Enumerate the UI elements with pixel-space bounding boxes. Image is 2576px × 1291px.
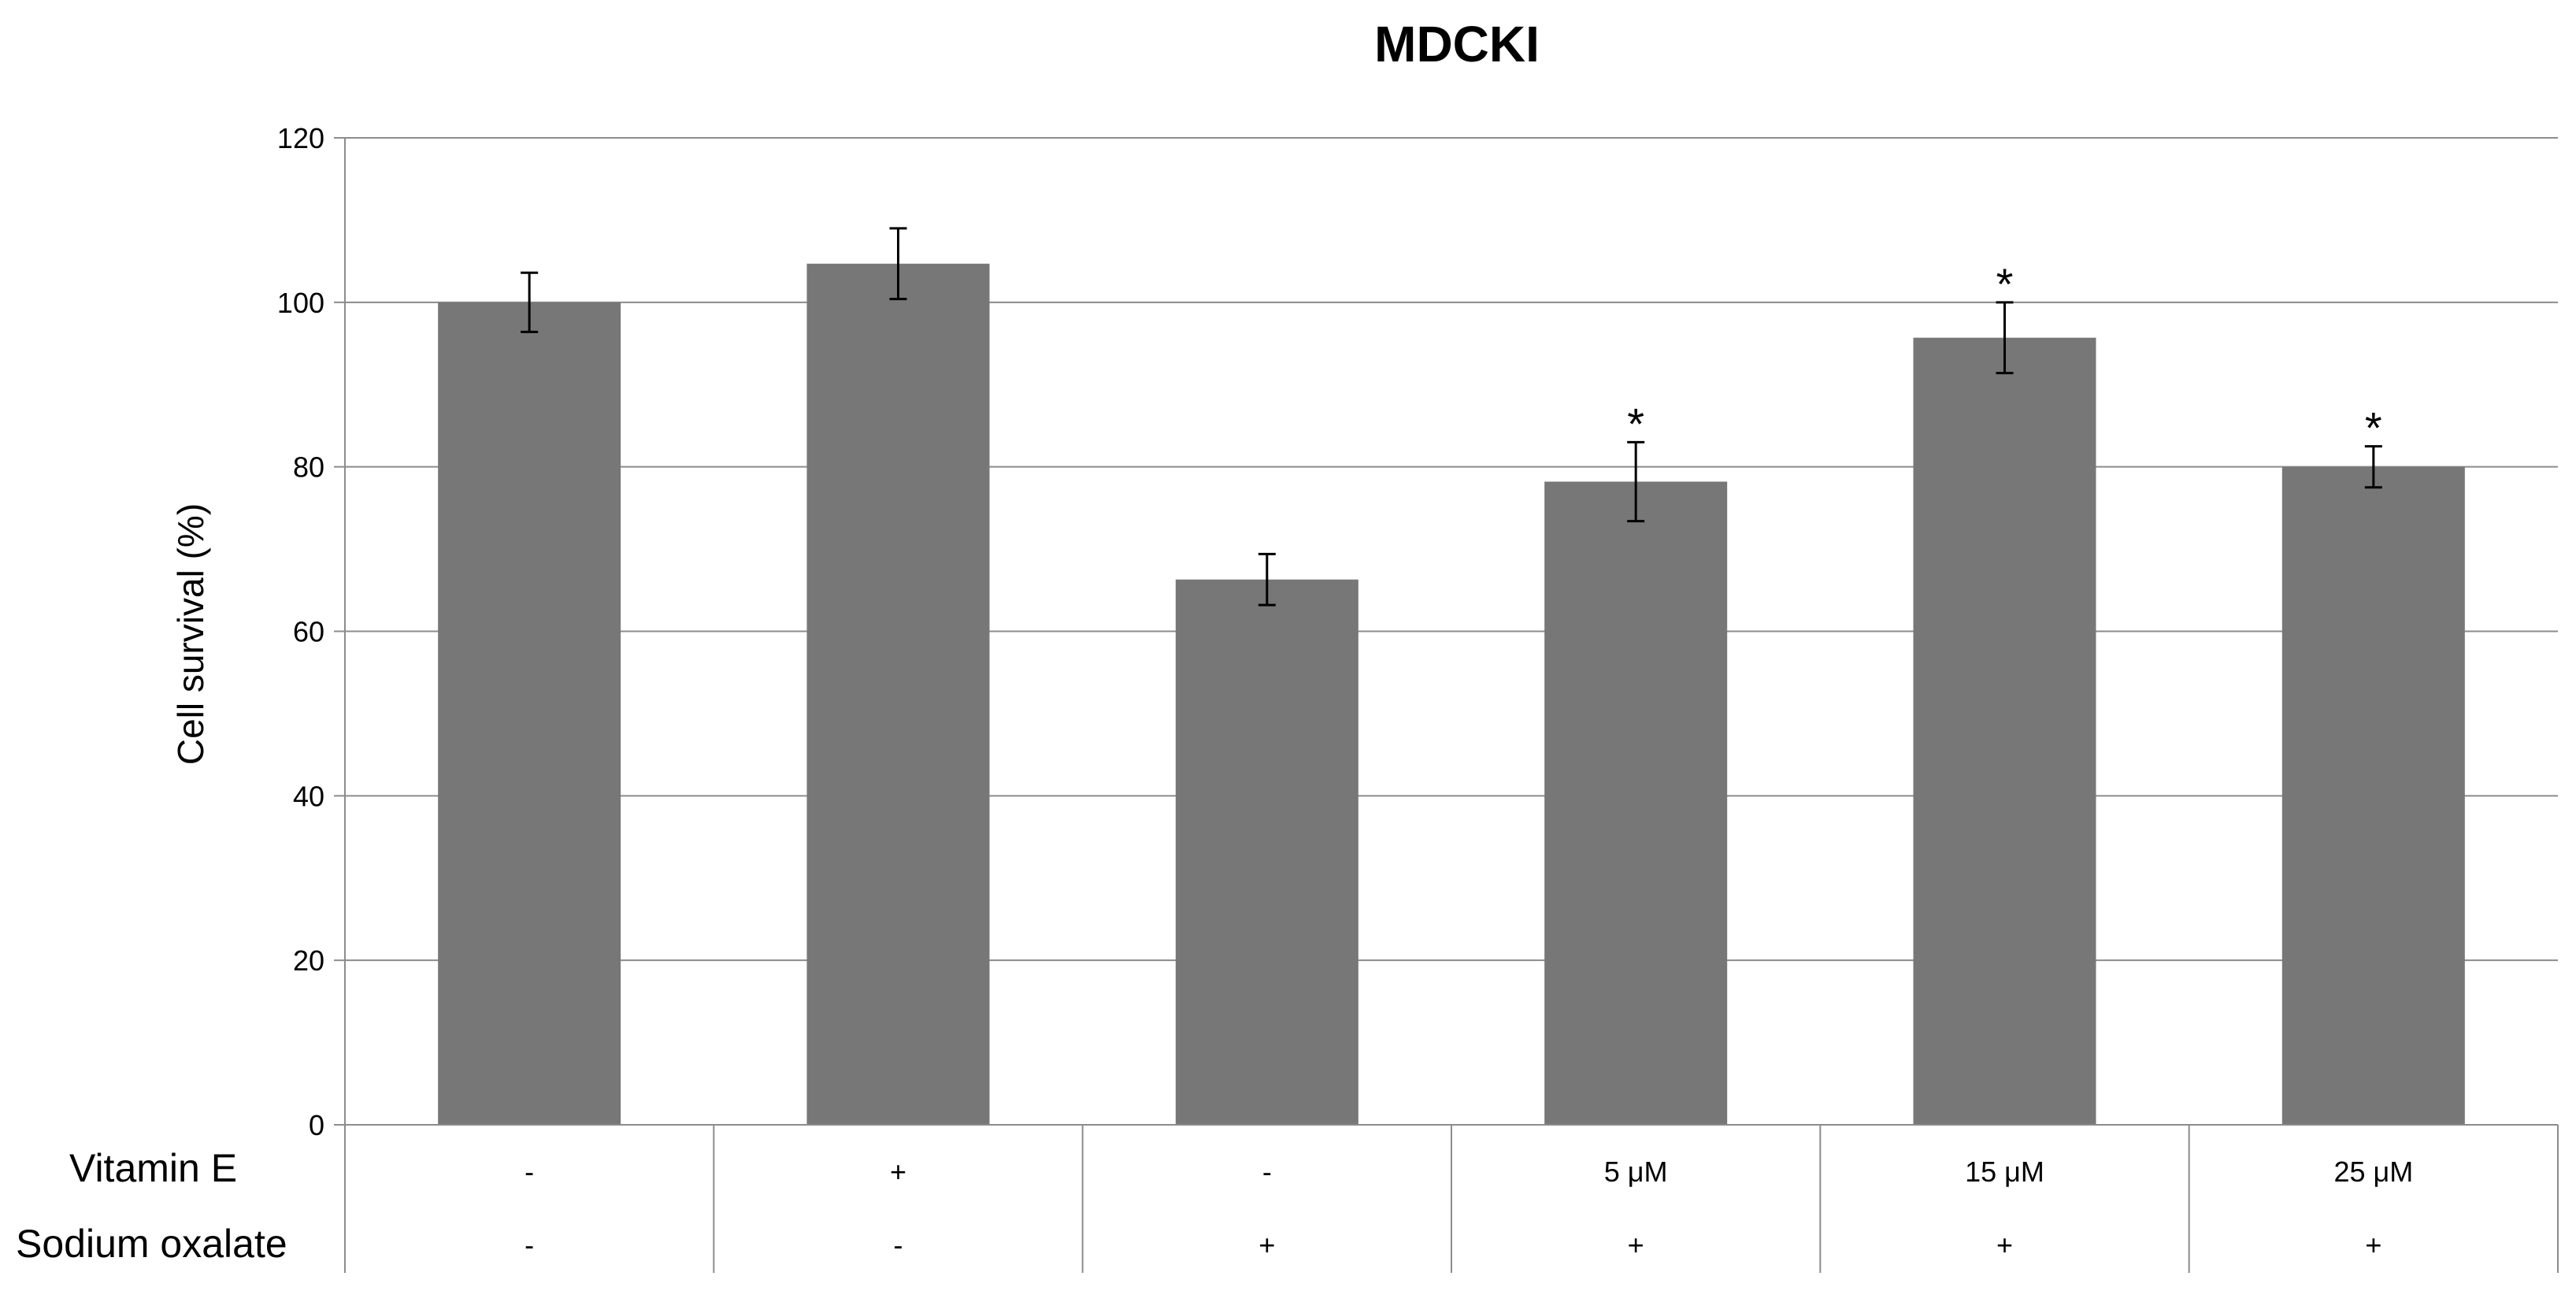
bar [1544,481,1728,1125]
bar [1175,579,1358,1125]
y-tick-label: 20 [293,944,324,977]
table-cell: - [524,1156,534,1188]
table-cell: 5 μM [1604,1156,1668,1188]
y-tick-label: 80 [293,451,324,484]
table-cell: + [890,1156,906,1188]
bar [438,302,621,1125]
y-tick-label: 100 [277,287,324,319]
y-axis-label: Cell survival (%) [170,503,211,765]
bar [1913,337,2096,1125]
significance-marker: * [1627,399,1644,448]
bar [2281,466,2465,1125]
table-cell: + [1628,1229,1644,1261]
table-cell: + [1996,1229,2013,1261]
table-cell: - [1262,1156,1272,1188]
table-cell: - [894,1229,903,1261]
table-cell: - [524,1229,534,1261]
y-tick-label: 0 [309,1109,324,1141]
row-label-vitamin-e: Vitamin E [69,1146,237,1190]
table-cell: 15 μM [1965,1156,2044,1188]
significance-marker: * [1996,259,2014,309]
y-tick-label: 120 [277,122,324,154]
row-label-sodium-oxalate: Sodium oxalate [16,1222,287,1266]
chart-title: MDCKI [1374,16,1540,72]
significance-marker: * [2365,403,2382,453]
table-cell: + [1258,1229,1275,1261]
table-cell: 25 μM [2333,1156,2413,1188]
y-tick-label: 40 [293,780,324,812]
table-cell: + [2365,1229,2381,1261]
bar [806,263,990,1125]
y-tick-label: 60 [293,616,324,648]
